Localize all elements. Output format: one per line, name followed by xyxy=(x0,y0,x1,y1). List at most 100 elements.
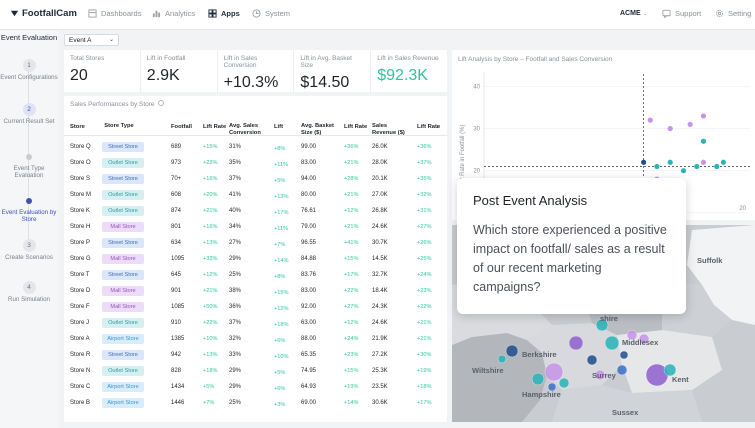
org-name: ACME xyxy=(620,10,641,17)
table-row[interactable]: Store Q Street Store 689 +15% 31% +8% 99.00 +36… xyxy=(64,140,447,156)
table-cell: +23% xyxy=(417,288,432,294)
nav-dashboards[interactable]: Dashboards xyxy=(88,9,141,18)
table-cell: +30% xyxy=(417,352,432,358)
table-cell: 973 xyxy=(171,160,182,166)
scatter-point[interactable] xyxy=(654,163,660,170)
step-event-type-evaluation[interactable]: Event Type Evaluation xyxy=(0,151,58,179)
table-cell: 23.5K xyxy=(372,384,388,390)
scatter-point[interactable] xyxy=(714,163,720,170)
scatter-point[interactable] xyxy=(694,163,700,170)
column-header[interactable]: Sales Revenue ($) xyxy=(372,123,405,136)
scatter-point[interactable] xyxy=(680,168,687,174)
step-run-simulation[interactable]: 4 Run Simulation xyxy=(0,281,58,303)
store-bubble[interactable] xyxy=(626,329,638,341)
setting-label: Setting xyxy=(728,9,752,18)
table-cell: +23% xyxy=(344,352,359,358)
store-bubble[interactable] xyxy=(604,335,620,351)
store-bubble[interactable] xyxy=(594,369,606,381)
table-row[interactable]: Store T Street Store 645 +12% 25% +8% 83.76 +17… xyxy=(64,268,447,284)
step-event-configurations[interactable]: 1 Event Configurations xyxy=(0,59,58,81)
info-icon[interactable] xyxy=(158,100,165,106)
store-bubble[interactable] xyxy=(595,318,609,332)
scatter-point[interactable] xyxy=(641,159,647,165)
x-tick-label: 20 xyxy=(739,206,746,212)
step-current-result-set[interactable]: 2 Current Result Set xyxy=(0,103,58,125)
table-row[interactable]: Store J Outlet Store 910 +22% 37% +18% 63.00 +1… xyxy=(64,316,447,332)
nav-analytics[interactable]: Analytics xyxy=(152,9,195,18)
scatter-point[interactable] xyxy=(700,159,707,165)
setting-link[interactable]: Setting xyxy=(715,9,751,18)
table-row[interactable]: Store N Outlet Store 828 +18% 29% +5% 74.95 +15… xyxy=(64,364,447,380)
column-header[interactable]: Lift xyxy=(274,124,284,130)
table-row[interactable]: Store C Airport Store 1434 +5% 29% +6% 64.93 +1… xyxy=(64,380,447,396)
kpi-lift-basket-size: Lift in Avg. Basket Size $14.50 xyxy=(294,50,372,92)
scatter-point[interactable] xyxy=(700,138,707,144)
scatter-point[interactable] xyxy=(687,121,693,127)
step-label: Event Type Evaluation xyxy=(13,165,45,179)
table-row[interactable]: Store M Outlet Store 608 +20% 41% +13% 80.00 +2… xyxy=(64,188,447,204)
table-row[interactable]: Store O Outlet Store 973 +23% 35% +11% 83.00 +2… xyxy=(64,156,447,172)
scatter-point[interactable] xyxy=(647,117,653,123)
logo[interactable]: FootfallCam xyxy=(10,8,77,19)
store-bubble[interactable] xyxy=(619,350,629,360)
table-row[interactable]: Store F Mall Store 1085 +50% 36% +12% 92.00 +27… xyxy=(64,300,447,316)
table-row[interactable]: Store P Street Store 634 +13% 27% +7% 96.55 +41… xyxy=(64,236,447,252)
store-name: Store H xyxy=(70,224,91,230)
scatter-title: Lift Analysis by Store – Footfall and Sa… xyxy=(458,56,613,63)
store-bubble[interactable] xyxy=(505,344,519,358)
store-bubble[interactable] xyxy=(663,363,677,377)
scatter-point[interactable] xyxy=(667,159,673,165)
table-title: Sales Performances by Store xyxy=(70,100,165,108)
table-row[interactable]: Store A Airport Store 1385 +10% 32% +6% 88.00 +… xyxy=(64,332,447,348)
store-bubble[interactable] xyxy=(568,335,584,351)
kpi-lift-sales-revenue: Lift in Sales Revenue $92.3K xyxy=(371,50,447,92)
table-cell: 608 xyxy=(171,192,182,198)
store-bubble[interactable] xyxy=(558,377,570,389)
column-header[interactable]: Avg. Sales Conversion xyxy=(229,123,261,136)
table-row[interactable]: Store S Street Store 70+ +16% 37% +5% 94.00 +28… xyxy=(64,172,447,188)
column-header[interactable]: Footfall xyxy=(171,124,192,130)
table-row[interactable]: Store K Outlet Store 874 +21% 40% +17% 76.61 +1… xyxy=(64,204,447,220)
map-region-label: Surrey xyxy=(592,371,617,380)
step-number: 3 xyxy=(22,239,36,252)
column-header[interactable]: Avg. Basket Size ($) xyxy=(301,123,334,136)
table-row[interactable]: Store G Mall Store 1095 +33% 29% +14% 84.88 +15… xyxy=(64,252,447,268)
column-header[interactable]: Store xyxy=(70,124,85,130)
table-row[interactable]: Store R Street Store 942 +13% 33% +10% 65.35 +2… xyxy=(64,348,447,364)
map-region-label: Hampshire xyxy=(522,390,561,399)
event-select[interactable]: Event A ⌄ xyxy=(64,34,119,46)
logo-icon xyxy=(10,10,19,17)
table-row[interactable]: Store D Mall Store 901 +21% 38% +15% 83.00 +22%… xyxy=(64,284,447,300)
column-header[interactable]: Lift Rate xyxy=(203,124,227,130)
store-bubble[interactable] xyxy=(586,354,598,366)
nav-system[interactable]: System xyxy=(252,9,290,18)
column-header[interactable]: Lift Rate xyxy=(344,124,368,130)
table-cell: 74.95 xyxy=(301,368,317,374)
table-row[interactable]: Store H Mall Store 801 +16% 34% +11% 79.00 +21%… xyxy=(64,220,447,236)
scatter-point[interactable] xyxy=(720,159,726,165)
store-bubble[interactable] xyxy=(531,372,545,386)
store-bubble[interactable] xyxy=(544,362,564,382)
table-cell: 63.00 xyxy=(301,320,317,326)
scatter-point[interactable] xyxy=(667,125,673,132)
store-name: Store D xyxy=(70,288,91,294)
table-cell: 31% xyxy=(229,144,242,150)
column-header[interactable]: Store Type xyxy=(104,123,134,129)
store-bubble[interactable] xyxy=(547,382,557,392)
step-event-evaluation-by-store[interactable]: Event Evaluation by Store xyxy=(0,195,58,223)
table-cell: 96.55 xyxy=(301,240,317,246)
table-row[interactable]: Store B Airport Store 1446 +7% 25% +3% 69.00 +1… xyxy=(64,396,447,412)
store-bubble[interactable] xyxy=(616,364,628,376)
scatter-point[interactable] xyxy=(700,113,707,119)
popup-body: Which store experienced a positive impac… xyxy=(473,223,667,294)
store-bubble[interactable] xyxy=(638,333,650,345)
store-bubble[interactable] xyxy=(497,354,507,364)
support-link[interactable]: Support xyxy=(662,9,701,18)
step-create-scenarios[interactable]: 3 Create Scenarios xyxy=(0,239,58,261)
column-header[interactable]: Lift Rate xyxy=(417,124,441,130)
org-switcher[interactable]: ACME ⌄ xyxy=(620,10,648,17)
nav-apps[interactable]: Apps xyxy=(208,9,240,18)
sort-arrow-icon[interactable]: ↓ xyxy=(436,124,439,130)
store-type-badge: Outlet Store xyxy=(102,366,144,376)
table-cell: +22% xyxy=(344,288,359,294)
